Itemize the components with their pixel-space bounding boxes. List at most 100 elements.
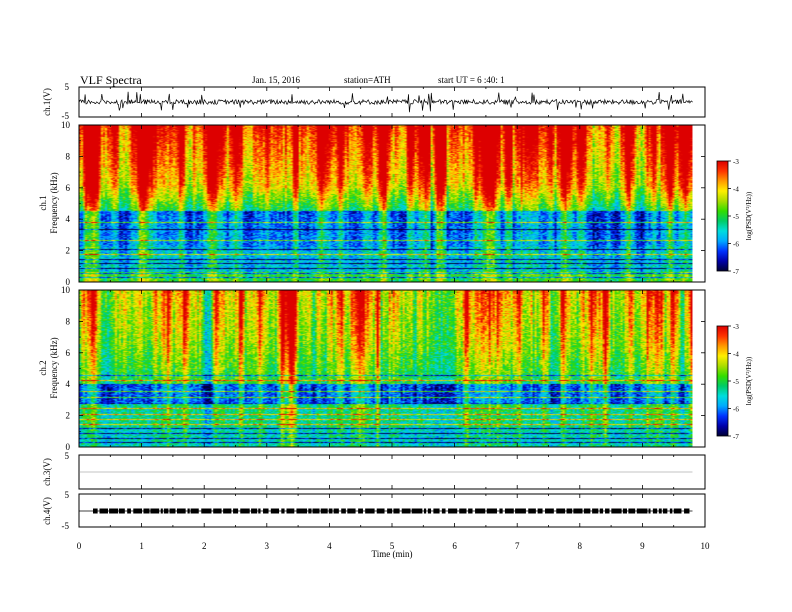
ch4-pulse-block xyxy=(401,508,411,514)
ch4-pulse-block xyxy=(270,508,280,514)
ch4-pulse-block xyxy=(328,508,333,514)
ch4-pulse-block xyxy=(308,508,312,514)
ch4-waveform-trace xyxy=(79,508,693,514)
ch4-pulse-block xyxy=(296,508,308,514)
colorbar-tick-label: -3 xyxy=(733,158,739,166)
ch4-pulse-block xyxy=(176,508,186,514)
x-tick-label: 3 xyxy=(265,541,270,551)
ch4-pulse-block xyxy=(583,508,591,514)
y-tick-label: 8 xyxy=(66,151,71,161)
ch4-pulse-block xyxy=(365,508,375,514)
ch4-pulse-block xyxy=(566,508,573,514)
y-tick-label: 4 xyxy=(66,379,71,389)
ch1-ytick-bottom: -5 xyxy=(62,111,70,121)
ch1-spectrogram-ylabel-channel: ch.1 xyxy=(38,195,48,210)
x-tick-label: 10 xyxy=(701,541,711,551)
ch4-pulse-block xyxy=(341,508,346,514)
ch4-pulse-block xyxy=(263,508,269,514)
ch4-pulse-block xyxy=(127,508,131,514)
ch4-pulse-block xyxy=(223,508,232,514)
ch4-pulse-block xyxy=(545,508,554,514)
ch2-spectrogram-ylabel-channel: ch.2 xyxy=(38,360,48,375)
ch4-pulse-block xyxy=(433,508,440,514)
ch4-pulse-block xyxy=(376,508,385,514)
ch4-pulse-block xyxy=(628,508,636,514)
ch3-ylabel: ch.3(V) xyxy=(42,458,52,486)
ch4-pulse-block xyxy=(669,508,673,514)
colorbar-tick-label: -6 xyxy=(733,406,739,414)
ch4-pulse-block xyxy=(213,508,222,514)
ch2-spectrogram-ylabel-frequency: Frequency (kHz) xyxy=(49,337,59,398)
colorbar-tick-label: -7 xyxy=(733,268,739,276)
ch4-pulse-block xyxy=(652,508,658,514)
ch1-colorbar-label: log(PSD(V²/Hz)) xyxy=(745,191,753,240)
ch4-pulse-block xyxy=(411,508,423,514)
ch1-spectrogram-yticks: 0 2 4 6 8 10 xyxy=(61,120,705,287)
y-tick-label: 6 xyxy=(66,183,71,193)
ch1-spectrogram-ylabel-frequency: Frequency (kHz) xyxy=(49,172,59,233)
ch4-pulse-block xyxy=(160,508,163,514)
ch4-pulse-block xyxy=(99,508,108,514)
station-label: station=ATH xyxy=(344,75,391,85)
ch4-pulse-block xyxy=(190,508,199,514)
x-tick-label: 5 xyxy=(390,541,395,551)
ch4-pulse-block xyxy=(673,508,682,514)
y-tick-label: 6 xyxy=(66,348,71,358)
ch4-pulse-block xyxy=(393,508,400,514)
ch4-pulse-block xyxy=(486,508,497,514)
ch4-pulse-block xyxy=(622,508,627,514)
ch4-waveform-panel: 5 -5 ch.4(V) xyxy=(42,490,706,531)
ch4-pulse-block xyxy=(684,508,690,514)
x-tick-label: 8 xyxy=(578,541,583,551)
ch4-pulse-block xyxy=(118,508,125,514)
x-tick-label: 0 xyxy=(77,541,82,551)
y-tick-label: 0 xyxy=(66,277,71,287)
x-tick-label: 1 xyxy=(139,541,144,551)
ch4-pulse-block xyxy=(599,508,604,514)
ch4-pulse-block xyxy=(556,508,566,514)
ch4-pulse-block xyxy=(662,508,668,514)
ch4-pulse-block xyxy=(201,508,212,514)
ch4-pulse-block xyxy=(611,508,622,514)
colorbar-tick-label: -3 xyxy=(733,323,739,331)
ch4-pulse-block xyxy=(251,508,258,514)
ch4-pulse-block xyxy=(658,508,662,514)
y-tick-label: 10 xyxy=(61,285,71,295)
date-label: Jan. 15, 2016 xyxy=(252,75,300,85)
ch4-pulse-block xyxy=(427,508,432,514)
ch4-pulse-block xyxy=(233,508,239,514)
ch4-pulse-block xyxy=(109,508,119,514)
ch4-pulse-block xyxy=(423,508,427,514)
ch1-waveform-trace xyxy=(78,91,693,113)
ch4-pulse-block xyxy=(240,508,250,514)
x-axis-tick-labels: 0 1 2 3 4 5 6 7 8 9 10 xyxy=(77,541,710,551)
ch1-spectrogram-image xyxy=(79,125,693,282)
ch4-pulse-block xyxy=(187,508,190,514)
ch2-colorbar-ticks: -3 -4 -5 -6 -7 xyxy=(728,323,739,441)
ch3-waveform-panel: 5 ch.3(V) xyxy=(42,451,706,490)
ch4-pulse-block xyxy=(475,508,486,514)
ch4-pulse-block xyxy=(133,508,143,514)
ch4-pulse-block xyxy=(515,508,526,514)
colorbar-tick-label: -5 xyxy=(733,378,739,386)
figure-title: VLF Spectra xyxy=(80,73,142,87)
y-tick-label: 0 xyxy=(66,442,71,452)
ch4-pulse-block xyxy=(143,508,150,514)
ch4-pulse-block xyxy=(441,508,446,514)
ch4-pulse-block xyxy=(93,508,98,514)
colorbar-tick-label: -6 xyxy=(733,241,739,249)
ch4-pulse-block xyxy=(281,508,285,514)
ch4-pulse-block xyxy=(150,508,160,514)
ch4-pulse-block xyxy=(592,508,599,514)
ch4-pulse-block xyxy=(648,508,651,514)
ch4-pulse-block xyxy=(504,508,514,514)
x-tick-label: 4 xyxy=(327,541,332,551)
ch1-ylabel: ch.1(V) xyxy=(42,88,52,116)
ch4-ytick-bottom: -5 xyxy=(62,521,70,531)
ch3-ytick-top: 5 xyxy=(65,451,70,461)
x-axis-label: Time (min) xyxy=(372,549,413,559)
x-tick-label: 7 xyxy=(515,541,520,551)
ch4-pulse-block xyxy=(286,508,295,514)
colorbar-tick-label: -4 xyxy=(733,351,739,359)
